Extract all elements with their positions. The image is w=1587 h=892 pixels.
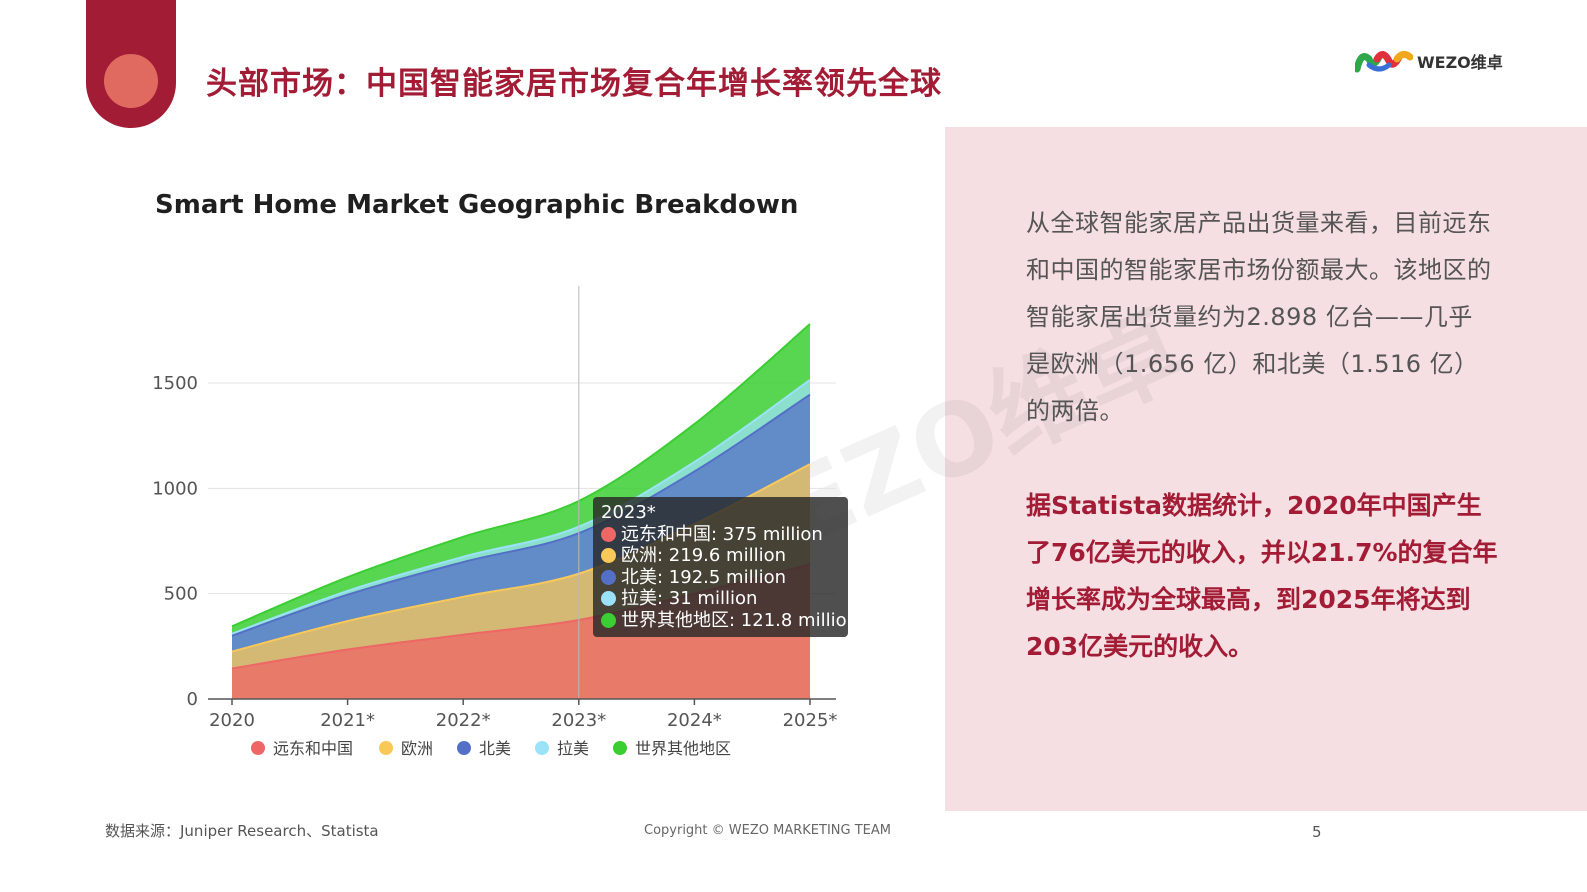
chart-title: Smart Home Market Geographic Breakdown — [155, 190, 799, 220]
tooltip-line: 北美: 192.5 million — [621, 566, 786, 588]
tooltip-row: 北美: 192.5 million — [601, 567, 840, 589]
summary-paragraph: 从全球智能家居产品出货量来看，目前远东和中国的智能家居市场份额最大。该地区的智能… — [1026, 209, 1492, 425]
series-line-5 — [231, 323, 811, 628]
series-line-3 — [231, 393, 811, 637]
legend-label: 欧洲 — [401, 739, 433, 758]
side-panel — [945, 127, 1587, 811]
legend-swatch — [613, 741, 627, 755]
tooltip-line: 欧洲: 219.6 million — [621, 545, 786, 566]
x-tick-label: 2023* — [551, 710, 606, 731]
tooltip-row: 世界其他地区: 121.8 million — [601, 610, 858, 632]
tooltip-line: 世界其他地区: 121.8 million — [621, 609, 858, 631]
tooltip-swatch — [601, 612, 616, 628]
brand-logo-text: WEZO维卓 — [1417, 53, 1503, 72]
tooltip-category: 2023* — [601, 502, 656, 523]
legend-label: 北美 — [479, 739, 511, 758]
tooltip-row: 远东和中国: 375 million — [601, 524, 840, 546]
legend-swatch — [457, 741, 471, 755]
legend-swatch — [535, 741, 549, 755]
legend-label: 拉美 — [557, 739, 589, 758]
x-tick-label: 2020 — [209, 710, 255, 731]
tooltip-row: 欧洲: 219.6 million — [601, 545, 840, 567]
copyright: Copyright © WEZO MARKETING TEAM — [644, 823, 891, 838]
brand-logo-icon — [1355, 50, 1413, 73]
legend-swatch — [251, 741, 265, 755]
legend-swatch — [379, 741, 393, 755]
page-number: 5 — [1312, 823, 1322, 841]
header-tab-decoration — [86, 0, 176, 128]
x-tick-label: 2022* — [436, 710, 491, 731]
x-tick-label: 2024* — [667, 710, 722, 731]
tooltip-swatch — [601, 569, 616, 585]
legend-label: 世界其他地区 — [635, 739, 731, 758]
brand-logo: WEZO维卓 — [1355, 46, 1503, 76]
page-title: 头部市场：中国智能家居市场复合年增长率领先全球 — [206, 66, 942, 102]
data-source: 数据来源：Juniper Research、Statista — [105, 822, 379, 840]
area-1 — [232, 564, 810, 699]
legend-label: 远东和中国 — [273, 739, 353, 758]
tooltip-row: 拉美: 31 million — [601, 588, 840, 610]
tooltip-swatch — [601, 526, 616, 542]
x-tick-label: 2021* — [320, 710, 375, 731]
tooltip-line: 远东和中国: 375 million — [621, 523, 823, 545]
y-tick-label: 500 — [164, 584, 198, 605]
tooltip-line: 拉美: 31 million — [621, 588, 758, 609]
header-dot-decoration — [104, 54, 158, 108]
y-tick-label: 1500 — [152, 373, 198, 394]
tooltip-swatch — [601, 548, 616, 564]
x-tick-label: 2025* — [783, 710, 838, 731]
highlight-paragraph: 据Statista数据统计，2020年中国产生了76亿美元的收入，并以21.7%… — [1026, 491, 1498, 661]
tooltip-swatch — [601, 591, 616, 607]
y-tick-label: 0 — [187, 689, 198, 710]
chart-tooltip: 2023* 远东和中国: 375 million 欧洲: 219.6 milli… — [593, 497, 858, 637]
y-tick-label: 1000 — [152, 478, 198, 499]
series-line-4 — [231, 379, 811, 635]
